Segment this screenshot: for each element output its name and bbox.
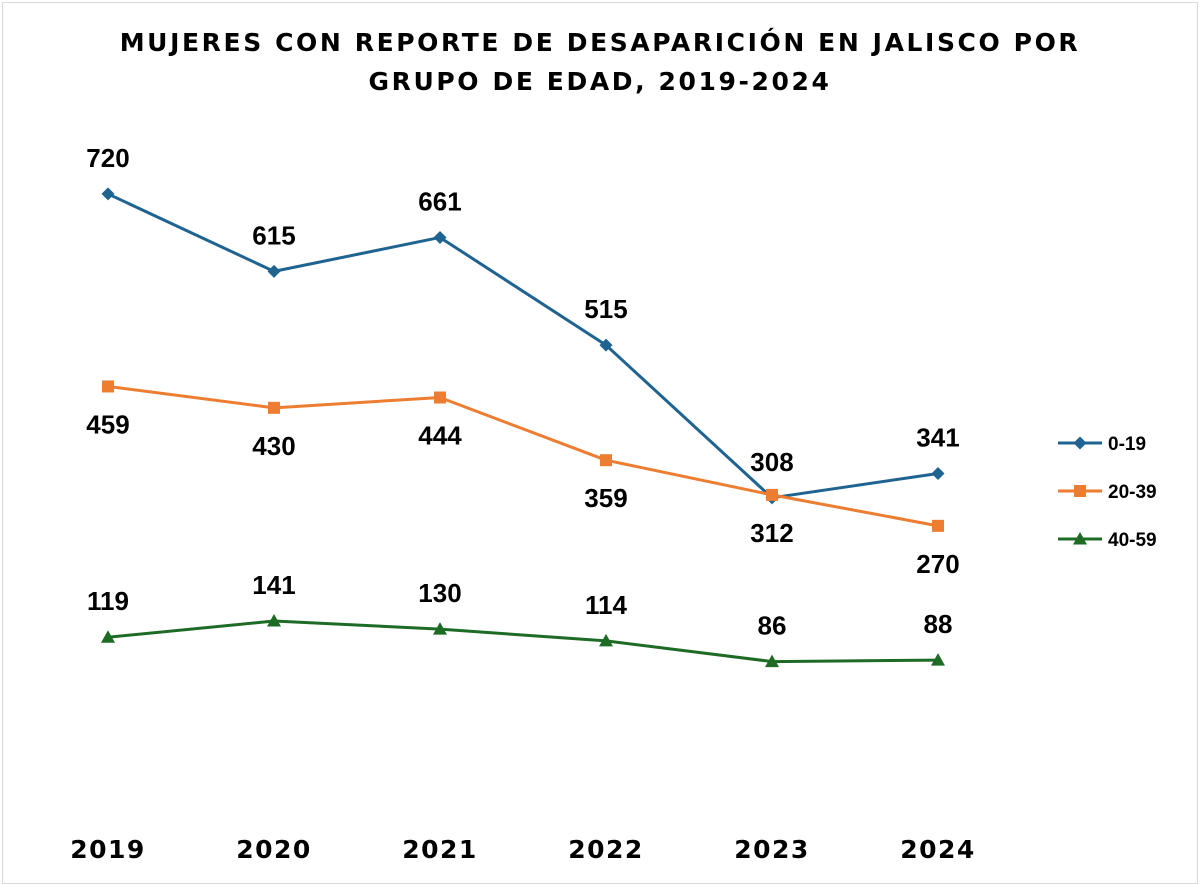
data-label-0-19-2023: 308 <box>750 447 793 477</box>
data-label-40-59-2020: 141 <box>252 570 295 600</box>
x-tick-label-2019: 2019 <box>70 835 146 864</box>
data-label-20-39-2024: 270 <box>916 549 959 579</box>
legend-marker-40-59 <box>1073 532 1087 545</box>
data-label-20-39-2020: 430 <box>252 431 295 461</box>
legend-marker-20-39 <box>1074 485 1086 497</box>
data-label-40-59-2023: 86 <box>758 611 787 641</box>
series-marker-0-19-2022 <box>599 338 613 352</box>
series-marker-40-59-2021 <box>433 622 447 635</box>
data-label-20-39-2023: 312 <box>750 518 793 548</box>
data-label-0-19-2020: 615 <box>252 220 295 250</box>
legend-label-20-39: 20-39 <box>1108 482 1157 503</box>
data-label-20-39-2022: 359 <box>584 483 627 513</box>
series-marker-20-39-2020 <box>268 401 280 414</box>
chart-title-line-2: GRUPO DE EDAD, 2019-2024 <box>368 67 832 96</box>
series-marker-40-59-2019 <box>101 630 115 643</box>
data-label-40-59-2019: 119 <box>87 586 129 616</box>
x-tick-label-2022: 2022 <box>568 835 644 864</box>
data-label-0-19-2021: 661 <box>418 186 461 216</box>
series-marker-40-59-2022 <box>599 633 613 647</box>
series-line-0-19 <box>107 192 939 500</box>
legend: 0-19 20-39 40-59 <box>1058 434 1157 551</box>
x-axis-ticks: 2019 2020 2021 2022 2023 2024 <box>70 835 976 864</box>
series-marker-40-59-2020 <box>267 613 281 627</box>
series-marker-0-19-2020 <box>267 264 281 278</box>
data-label-40-59-2024: 88 <box>924 609 953 639</box>
x-tick-label-2024: 2024 <box>900 835 976 864</box>
series-marker-20-39-2023 <box>766 488 778 501</box>
series-line-20-39 <box>107 384 939 528</box>
data-label-40-59-2022: 114 <box>585 590 627 620</box>
x-tick-label-2021: 2021 <box>402 835 478 864</box>
chart-title-line-1: MUJERES CON REPORTE DE DESAPARICIÓN EN J… <box>119 28 1081 57</box>
chart-title: MUJERES CON REPORTE DE DESAPARICIÓN EN J… <box>3 23 1197 101</box>
series-lines <box>107 192 939 664</box>
data-labels: 720 615 661 515 308 341 459 430 444 359 312 270 119 1… <box>86 143 959 641</box>
series-marker-40-59-2023 <box>765 654 779 668</box>
series-line-40-59 <box>107 619 939 664</box>
series-marker-20-39-2024 <box>932 519 944 532</box>
series-markers <box>101 187 945 668</box>
x-tick-label-2020: 2020 <box>236 835 312 864</box>
legend-marker-0-19 <box>1073 436 1087 450</box>
data-label-20-39-2021: 444 <box>418 421 462 451</box>
series-marker-20-39-2019 <box>102 380 114 393</box>
data-label-40-59-2021: 130 <box>418 578 461 608</box>
series-marker-20-39-2022 <box>600 454 612 467</box>
series-marker-0-19-2021 <box>433 230 447 244</box>
series-marker-40-59-2024 <box>931 653 945 666</box>
data-label-0-19-2024: 341 <box>916 422 959 452</box>
data-label-20-39-2019: 459 <box>86 409 129 439</box>
data-label-0-19-2022: 515 <box>584 294 627 324</box>
data-label-0-19-2019: 720 <box>86 143 129 173</box>
series-marker-20-39-2021 <box>434 391 446 404</box>
series-marker-0-19-2019 <box>101 187 115 201</box>
x-tick-label-2023: 2023 <box>734 835 810 864</box>
series-marker-0-19-2024 <box>931 466 945 480</box>
legend-label-0-19: 0-19 <box>1108 434 1146 455</box>
legend-label-40-59: 40-59 <box>1108 530 1157 551</box>
